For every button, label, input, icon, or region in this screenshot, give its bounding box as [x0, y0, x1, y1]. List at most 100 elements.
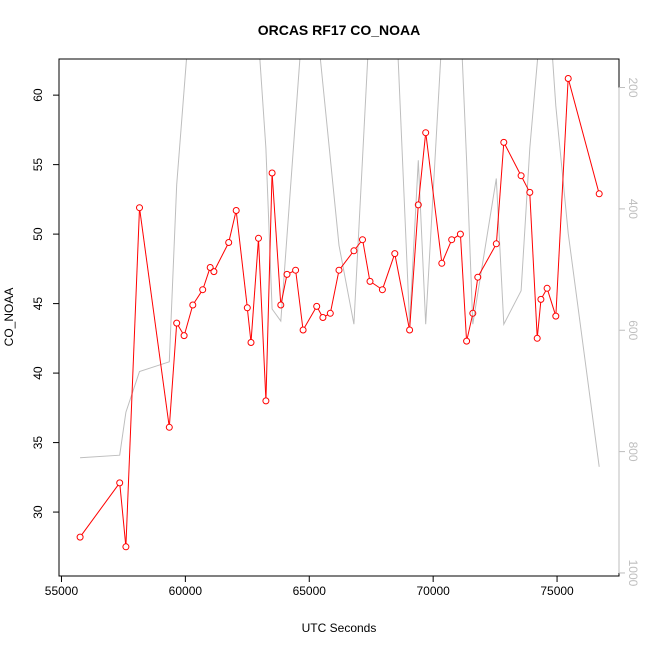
- x-axis-label: UTC Seconds: [302, 621, 377, 635]
- primary-line-segment: [280, 277, 287, 303]
- data-point: [517, 172, 525, 180]
- data-point: [199, 286, 207, 294]
- data-point: [283, 270, 291, 278]
- data-point: [180, 332, 188, 340]
- primary-line-segment: [442, 242, 452, 261]
- primary-line-segment: [139, 210, 170, 425]
- data-point: [173, 319, 181, 327]
- primary-line-segment: [394, 256, 410, 328]
- primary-line-segment: [340, 252, 353, 269]
- data-point: [595, 190, 603, 198]
- y2-tick-label: 200: [626, 78, 640, 98]
- data-point: [564, 75, 572, 82]
- primary-line-segment: [81, 485, 119, 535]
- primary-series-layer: [76, 75, 603, 551]
- y-tick-label: 30: [31, 505, 45, 519]
- primary-line-segment: [177, 325, 184, 334]
- primary-line-segment: [409, 207, 419, 328]
- data-point: [537, 295, 545, 303]
- primary-line-segment: [214, 244, 228, 270]
- primary-line-segment: [541, 290, 547, 298]
- data-point: [474, 273, 482, 281]
- primary-line-segment: [250, 241, 259, 340]
- y-axis-label: CO_NOAA: [2, 288, 16, 347]
- data-point: [391, 250, 399, 258]
- data-point: [359, 236, 366, 244]
- data-point: [414, 201, 422, 209]
- primary-line-segment: [184, 307, 193, 333]
- data-point: [492, 240, 500, 248]
- primary-line-segment: [522, 178, 529, 191]
- data-point: [232, 207, 240, 214]
- primary-line-segment: [478, 246, 496, 275]
- primary-line-segment: [193, 291, 202, 303]
- primary-line-segment: [454, 235, 459, 239]
- data-point: [136, 204, 143, 212]
- data-point: [469, 309, 477, 317]
- primary-line-segment: [119, 485, 127, 544]
- data-point: [189, 301, 197, 309]
- data-point: [463, 337, 471, 345]
- data-point: [247, 339, 255, 346]
- data-point: [406, 326, 414, 334]
- data-point: [552, 312, 560, 320]
- data-point: [335, 266, 343, 274]
- y2-tick-label: 800: [626, 442, 640, 462]
- x-tick-label: 55000: [45, 584, 79, 598]
- y2-tick-label: 1000: [626, 560, 640, 587]
- primary-line-segment: [304, 308, 316, 328]
- data-point: [243, 304, 251, 312]
- data-point: [438, 259, 446, 267]
- x-tick-label: 75000: [540, 584, 574, 598]
- data-point: [255, 234, 262, 242]
- primary-line-segment: [203, 270, 210, 288]
- primary-line-segment: [472, 280, 478, 311]
- y-tick-label: 40: [31, 366, 45, 380]
- secondary-series-line: [80, 59, 600, 467]
- primary-line-segment: [466, 316, 473, 339]
- primary-line-segment: [330, 273, 339, 311]
- primary-line-segment: [418, 135, 426, 202]
- primary-line-segment: [355, 241, 362, 249]
- data-point: [526, 188, 534, 196]
- data-point: [422, 129, 430, 137]
- primary-line-segment: [265, 175, 273, 398]
- y-tick-label: 55: [31, 158, 45, 172]
- data-point: [313, 302, 321, 310]
- primary-line-segment: [372, 282, 381, 289]
- data-point: [543, 284, 551, 292]
- primary-line-segment: [295, 273, 304, 328]
- y-tick-label: 35: [31, 436, 45, 450]
- x-tick-label: 60000: [169, 584, 203, 598]
- data-point: [262, 397, 270, 405]
- data-point: [225, 239, 233, 246]
- data-point: [319, 314, 327, 321]
- primary-line-segment: [169, 326, 177, 425]
- primary-line-segment: [537, 302, 542, 336]
- primary-line-segment: [228, 213, 236, 240]
- primary-line-segment: [247, 310, 252, 340]
- data-point: [350, 247, 358, 255]
- data-point: [448, 236, 456, 244]
- data-point: [456, 230, 464, 238]
- data-point: [378, 286, 386, 294]
- primary-line-segment: [496, 145, 505, 241]
- primary-line-segment: [529, 195, 538, 336]
- data-point: [76, 533, 84, 541]
- axes-layer: 55000 60000 65000 70000 75000 30 35 40 45 50 55 60 2…: [31, 58, 640, 598]
- primary-line-segment: [460, 237, 467, 339]
- y2-tick-label: 400: [626, 199, 640, 219]
- primary-line-segment: [289, 271, 294, 274]
- data-point: [116, 479, 124, 487]
- y-tick-label: 60: [31, 88, 45, 102]
- data-point: [122, 543, 130, 551]
- primary-line-segment: [258, 241, 267, 398]
- y-tick-label: 45: [31, 297, 45, 311]
- primary-line-segment: [425, 135, 442, 261]
- data-point: [366, 277, 374, 285]
- chart-title: ORCAS RF17 CO_NOAA: [258, 22, 421, 38]
- primary-line-segment: [271, 175, 282, 303]
- x-tick-label: 70000: [416, 584, 450, 598]
- primary-line-segment: [547, 291, 556, 314]
